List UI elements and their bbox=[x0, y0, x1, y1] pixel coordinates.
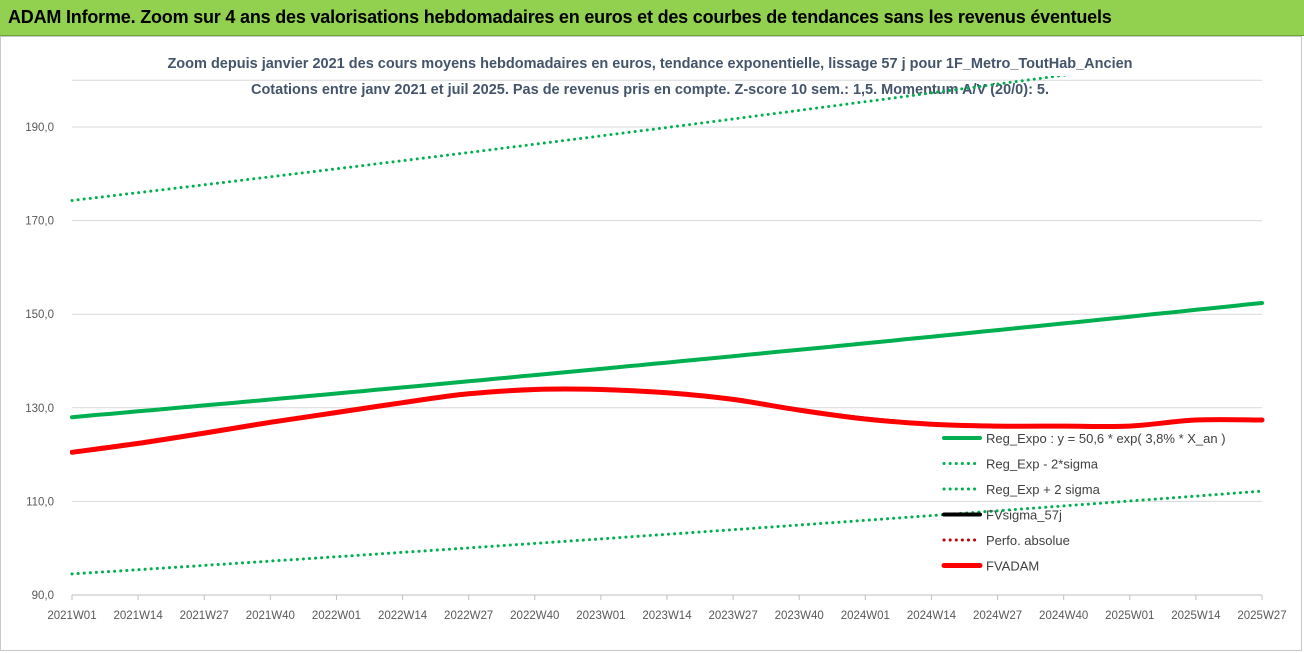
chart-legend: Reg_Expo : y = 50,6 * exp( 3,8% * X_an )… bbox=[941, 431, 1226, 574]
x-tick-label: 2022W40 bbox=[510, 610, 559, 622]
y-tick-label: 150,0 bbox=[25, 309, 54, 321]
chart-frame bbox=[0, 36, 1302, 651]
y-tick-label: 130,0 bbox=[25, 403, 54, 415]
x-tick-label: 2025W27 bbox=[1237, 610, 1286, 622]
x-tick-label: 2025W14 bbox=[1171, 610, 1221, 622]
legend-label: Perfo. absolue bbox=[986, 533, 1070, 548]
x-tick-label: 2021W01 bbox=[47, 610, 96, 622]
x-tick-label: 2021W40 bbox=[246, 610, 295, 622]
y-tick-label: 190,0 bbox=[25, 122, 54, 134]
legend-label: FVsigma_57j bbox=[986, 508, 1062, 523]
legend-label: Reg_Expo : y = 50,6 * exp( 3,8% * X_an ) bbox=[986, 431, 1226, 446]
banner-title: ADAM Informe. Zoom sur 4 ans des valoris… bbox=[8, 7, 1112, 27]
x-tick-label: 2021W27 bbox=[180, 610, 229, 622]
x-tick-label: 2024W27 bbox=[973, 610, 1022, 622]
series-line-5 bbox=[70, 386, 1265, 455]
series-line-0 bbox=[70, 301, 1264, 420]
y-tick-label: 110,0 bbox=[26, 496, 54, 508]
legend-label: FVADAM bbox=[986, 559, 1039, 574]
x-tick-label: 2021W14 bbox=[113, 610, 163, 622]
x-tick-label: 2025W01 bbox=[1105, 610, 1154, 622]
legend-label: Reg_Exp - 2*sigma bbox=[986, 457, 1099, 472]
chart-title: Zoom depuis janvier 2021 des cours moyen… bbox=[167, 56, 1132, 72]
x-tick-label: 2024W14 bbox=[907, 610, 957, 622]
x-tick-label: 2024W01 bbox=[841, 610, 890, 622]
y-tick-label: 170,0 bbox=[25, 216, 54, 228]
y-axis-ticks: 90,0 110,0 130,0 150,0 170,0 190,0 bbox=[25, 122, 54, 602]
series-line-1 bbox=[70, 489, 1264, 576]
x-tick-label: 2022W27 bbox=[444, 610, 493, 622]
x-tick-label: 2024W40 bbox=[1039, 610, 1088, 622]
x-tick-label: 2023W14 bbox=[642, 610, 692, 622]
x-tick-label: 2023W01 bbox=[576, 610, 625, 622]
series-layer bbox=[70, 76, 1265, 576]
x-axis-ticks: 2021W01 2021W14 2021W27 2021W40 2022W01 2022W… bbox=[47, 595, 1287, 622]
y-tick-label: 90,0 bbox=[32, 590, 54, 602]
chart-subtitle: Cotations entre janv 2021 et juil 2025. … bbox=[251, 82, 1049, 98]
x-tick-label: 2023W40 bbox=[775, 610, 824, 622]
x-tick-label: 2022W14 bbox=[378, 610, 428, 622]
legend-label: Reg_Exp + 2 sigma bbox=[986, 482, 1101, 497]
report-banner: ADAM Informe. Zoom sur 4 ans des valoris… bbox=[0, 0, 1304, 36]
x-tick-label: 2023W27 bbox=[708, 610, 757, 622]
x-tick-label: 2022W01 bbox=[312, 610, 361, 622]
